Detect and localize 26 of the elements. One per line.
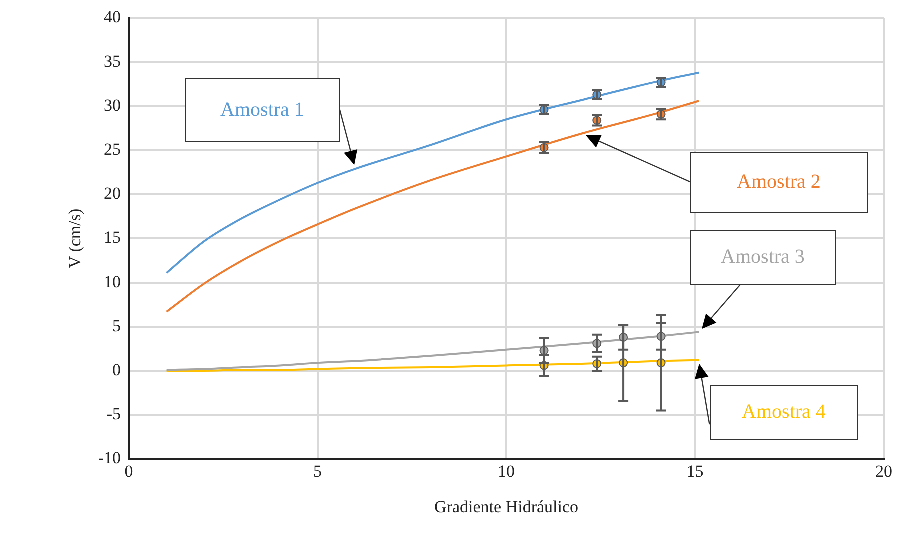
y-tick-label: 20 xyxy=(104,184,122,204)
callout-box: Amostra 1 xyxy=(185,78,340,142)
y-tick-label: 10 xyxy=(104,272,122,292)
y-tick-label: 5 xyxy=(112,316,122,336)
line-series xyxy=(166,331,700,372)
x-tick-label: 20 xyxy=(876,462,892,481)
x-axis-title: Gradiente Hidráulico xyxy=(434,497,579,516)
callout-box: Amostra 4 xyxy=(710,385,858,440)
x-tick-label: 10 xyxy=(498,462,516,481)
callout-box: Amostra 2 xyxy=(690,152,868,213)
line-series xyxy=(166,72,700,274)
y-tick-label: 25 xyxy=(104,140,122,159)
y-tick-label: 30 xyxy=(104,96,122,115)
y-tick-label: 35 xyxy=(104,52,122,71)
y-tick-label: 15 xyxy=(104,228,122,248)
x-tick-label: 15 xyxy=(686,462,704,481)
y-tick-label: 0 xyxy=(112,360,122,380)
y-tick-label: -10 xyxy=(98,448,122,468)
line-series xyxy=(166,359,700,372)
y-tick-label: -5 xyxy=(106,404,122,424)
callout-box: Amostra 3 xyxy=(690,230,836,285)
y-tick-label: 40 xyxy=(104,8,122,27)
x-tick-label: 0 xyxy=(124,462,134,481)
y-axis-title: V (cm/s) xyxy=(66,208,85,269)
x-tick-label: 5 xyxy=(314,462,322,481)
line-series xyxy=(166,100,700,313)
